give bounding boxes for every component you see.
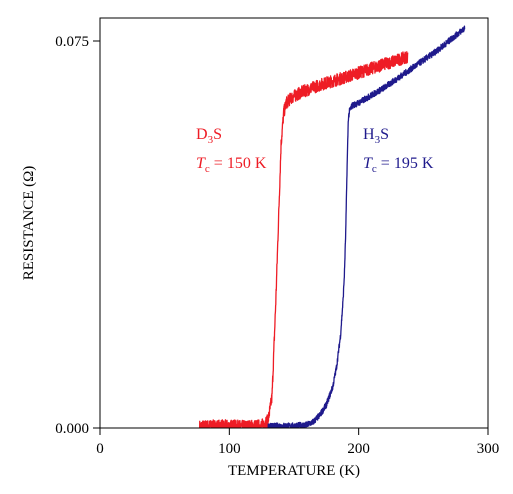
- x-tick-label: 0: [96, 441, 104, 457]
- plot-frame: [99, 17, 489, 429]
- y-tick-label: 0.075: [55, 34, 89, 50]
- x-tick-label: 100: [218, 441, 241, 457]
- series-line-h3s: [267, 25, 466, 428]
- tc-label-h3s: Tc = 195 K: [363, 155, 434, 175]
- series-label-h3s: H3S: [363, 126, 389, 146]
- x-axis-label: TEMPERATURE (K): [228, 463, 360, 479]
- x-tick-label: 300: [477, 441, 500, 457]
- tc-label-d3s: Tc = 150 K: [196, 155, 267, 175]
- series-line-d3s: [199, 51, 409, 428]
- y-tick-label: 0.000: [55, 421, 89, 437]
- y-axis-label: RESISTANCE (Ω): [21, 166, 37, 281]
- series-label-d3s: D3S: [196, 126, 222, 146]
- x-tick-label: 200: [347, 441, 370, 457]
